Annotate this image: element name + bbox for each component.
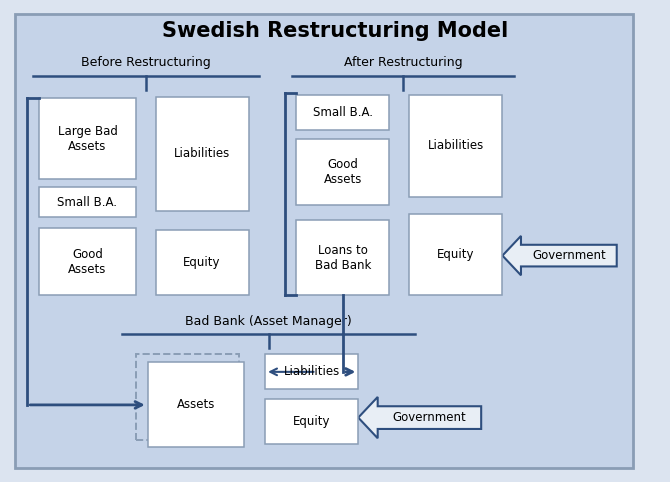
- Polygon shape: [358, 397, 481, 438]
- FancyBboxPatch shape: [40, 187, 135, 217]
- FancyBboxPatch shape: [147, 362, 244, 447]
- Text: Loans to
Bad Bank: Loans to Bad Bank: [315, 243, 371, 271]
- Text: Government: Government: [532, 249, 606, 262]
- Text: Before Restructuring: Before Restructuring: [81, 56, 210, 69]
- Text: Liabilities: Liabilities: [283, 365, 340, 378]
- FancyBboxPatch shape: [265, 399, 358, 444]
- FancyBboxPatch shape: [155, 230, 249, 295]
- Text: Small B.A.: Small B.A.: [313, 106, 373, 119]
- Text: Assets: Assets: [177, 398, 215, 411]
- FancyBboxPatch shape: [409, 95, 502, 197]
- Text: Equity: Equity: [184, 256, 221, 269]
- Text: Government: Government: [393, 411, 466, 424]
- FancyBboxPatch shape: [155, 97, 249, 211]
- FancyBboxPatch shape: [296, 220, 389, 295]
- Text: Liabilities: Liabilities: [428, 139, 484, 152]
- FancyBboxPatch shape: [409, 214, 502, 295]
- FancyBboxPatch shape: [296, 95, 389, 130]
- Text: Swedish Restructuring Model: Swedish Restructuring Model: [162, 21, 508, 41]
- FancyBboxPatch shape: [15, 14, 632, 468]
- Text: Liabilities: Liabilities: [174, 147, 230, 161]
- FancyBboxPatch shape: [40, 98, 135, 179]
- Text: Bad Bank (Asset Manager): Bad Bank (Asset Manager): [185, 315, 352, 328]
- FancyBboxPatch shape: [135, 354, 239, 440]
- Text: Large Bad
Assets: Large Bad Assets: [58, 125, 117, 153]
- Polygon shape: [502, 236, 616, 275]
- Text: Equity: Equity: [293, 415, 330, 428]
- Text: Small B.A.: Small B.A.: [58, 196, 117, 209]
- Text: After Restructuring: After Restructuring: [344, 56, 462, 69]
- FancyBboxPatch shape: [296, 139, 389, 205]
- FancyBboxPatch shape: [265, 354, 358, 389]
- FancyBboxPatch shape: [40, 228, 135, 295]
- Text: Equity: Equity: [438, 248, 474, 261]
- Text: Good
Assets: Good Assets: [68, 248, 107, 276]
- Text: Good
Assets: Good Assets: [324, 158, 362, 186]
